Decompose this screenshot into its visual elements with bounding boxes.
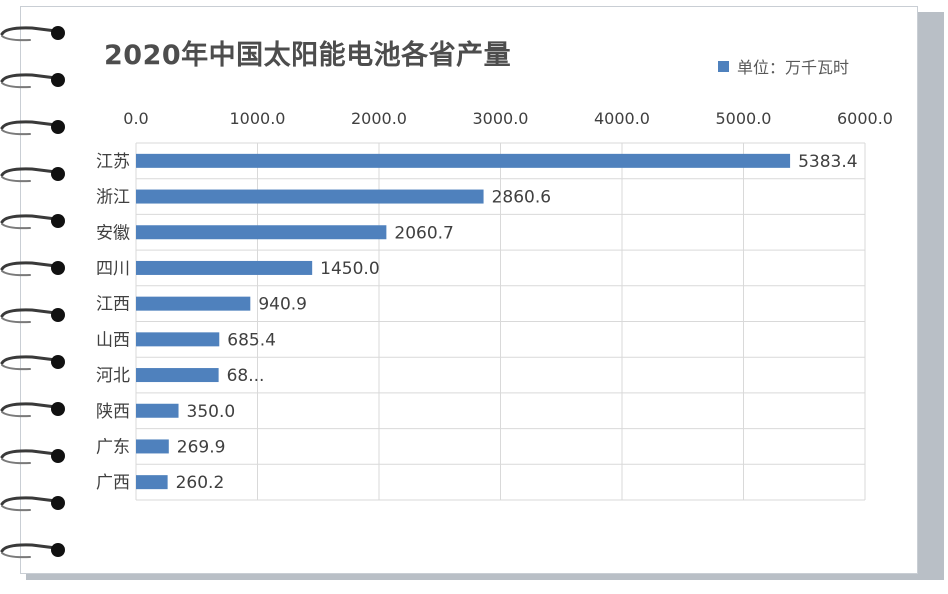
bar <box>136 475 168 490</box>
data-label: 2060.7 <box>394 223 453 243</box>
data-label: 2860.6 <box>492 188 551 208</box>
x-tick-label: 6000.0 <box>837 109 893 128</box>
binding-ring-icon <box>0 120 65 136</box>
bar <box>136 153 791 168</box>
category-label: 四川 <box>96 259 130 279</box>
category-label: 广东 <box>96 437 130 457</box>
paper-sheet <box>20 6 918 574</box>
bar <box>136 368 219 383</box>
bar <box>136 260 313 275</box>
bar <box>136 439 169 454</box>
data-label: 5383.4 <box>798 152 857 172</box>
x-tick-label: 0.0 <box>123 109 148 128</box>
data-labels: 5383.4 2860.6 2060.7 1450.0 940.9 685.4 68... 3… <box>176 152 858 493</box>
x-tick-label: 2000.0 <box>351 109 407 128</box>
category-label: 广西 <box>96 473 130 493</box>
data-label: 940.9 <box>258 295 307 315</box>
category-label: 安徽 <box>96 223 130 243</box>
data-label: 269.9 <box>177 437 226 457</box>
bar <box>136 225 387 240</box>
binding-ring-icon <box>0 73 65 89</box>
category-label: 山西 <box>96 330 130 350</box>
category-label: 江西 <box>96 295 130 315</box>
data-label: 685.4 <box>227 330 276 350</box>
binding-ring-icon <box>0 167 65 183</box>
data-label: 260.2 <box>176 473 225 493</box>
bar <box>136 403 179 418</box>
binding-ring-icon <box>0 214 65 230</box>
category-label: 陕西 <box>96 402 130 422</box>
category-label: 河北 <box>96 366 130 386</box>
binding-ring-icon <box>0 261 65 277</box>
binding-ring-icon <box>0 402 65 418</box>
data-label: 1450.0 <box>320 259 379 279</box>
grid-lines <box>135 142 866 501</box>
x-tick-label: 1000.0 <box>230 109 286 128</box>
bar <box>136 189 484 204</box>
data-label: 350.0 <box>187 402 236 422</box>
data-label: 68... <box>227 366 265 386</box>
chart-title: 2020年中国太阳能电池各省产量 <box>104 40 512 71</box>
bar <box>136 296 251 311</box>
binding-ring-icon <box>0 449 65 465</box>
legend-label: 单位：万千瓦时 <box>737 58 850 77</box>
x-tick-label: 5000.0 <box>716 109 772 128</box>
legend-swatch <box>718 60 729 72</box>
x-tick-label: 4000.0 <box>594 109 650 128</box>
legend: 单位：万千瓦时 <box>718 54 849 78</box>
bar <box>136 332 220 347</box>
category-label: 江苏 <box>96 152 130 172</box>
x-axis-ticks: 0.0 1000.0 2000.0 3000.0 4000.0 5000.0 6000.0 <box>123 109 893 128</box>
category-label: 浙江 <box>96 188 130 208</box>
binding-ring-icon <box>0 496 65 512</box>
binding-ring-icon <box>0 355 65 371</box>
binding-ring-icon <box>0 308 65 324</box>
x-tick-label: 3000.0 <box>473 109 529 128</box>
binding-ring-icon <box>0 543 65 559</box>
binding-ring-icon <box>0 26 65 42</box>
bars <box>136 153 791 490</box>
